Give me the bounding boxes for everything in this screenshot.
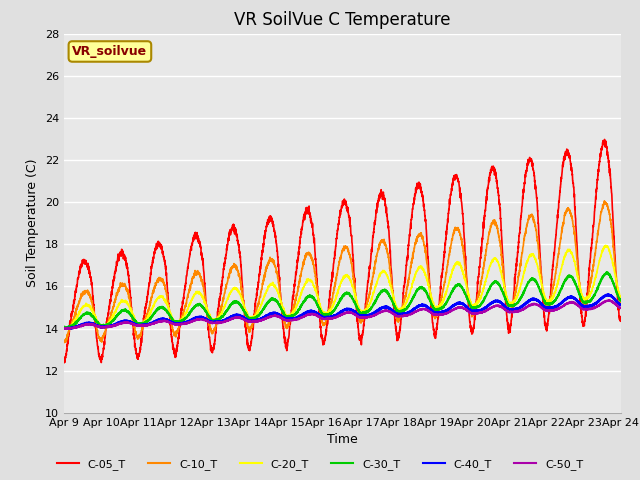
- C-05_T: [180, 296, 188, 301]
- C-05_T: [406, 223, 414, 228]
- C-30_T: [406, 300, 414, 305]
- C-30_T: [617, 298, 625, 303]
- C-05_T: [216, 298, 223, 303]
- Line: C-10_T: C-10_T: [64, 201, 621, 343]
- C-50_T: [406, 311, 414, 317]
- C-30_T: [60, 324, 68, 330]
- C-05_T: [564, 147, 572, 153]
- C-50_T: [606, 297, 614, 303]
- C-40_T: [617, 302, 625, 308]
- C-50_T: [564, 300, 572, 306]
- C-30_T: [617, 298, 625, 303]
- Title: VR SoilVue C Temperature: VR SoilVue C Temperature: [234, 11, 451, 29]
- C-10_T: [564, 207, 572, 213]
- C-10_T: [406, 264, 414, 269]
- C-05_T: [617, 318, 625, 324]
- C-40_T: [564, 295, 572, 300]
- C-20_T: [216, 314, 223, 320]
- C-10_T: [617, 301, 625, 307]
- C-05_T: [617, 318, 625, 324]
- C-40_T: [216, 319, 223, 324]
- C-50_T: [216, 320, 223, 325]
- Line: C-40_T: C-40_T: [64, 295, 621, 328]
- C-10_T: [216, 311, 223, 317]
- C-40_T: [179, 320, 187, 326]
- C-50_T: [60, 325, 68, 331]
- C-30_T: [564, 274, 572, 280]
- C-20_T: [60, 326, 68, 332]
- C-20_T: [617, 294, 625, 300]
- C-40_T: [605, 292, 612, 298]
- C-10_T: [600, 198, 608, 204]
- C-50_T: [179, 321, 187, 327]
- C-05_T: [60, 360, 68, 366]
- C-20_T: [617, 295, 625, 300]
- C-30_T: [397, 308, 404, 313]
- C-40_T: [397, 312, 404, 317]
- C-10_T: [180, 310, 188, 315]
- C-40_T: [60, 325, 68, 331]
- C-50_T: [617, 305, 625, 311]
- C-20_T: [63, 326, 70, 332]
- Line: C-05_T: C-05_T: [64, 139, 621, 363]
- C-40_T: [617, 301, 625, 307]
- C-10_T: [61, 340, 68, 346]
- C-05_T: [60, 357, 68, 362]
- C-10_T: [397, 312, 404, 318]
- C-20_T: [564, 248, 572, 253]
- C-05_T: [601, 136, 609, 142]
- C-20_T: [406, 287, 414, 293]
- C-05_T: [397, 320, 404, 325]
- Line: C-50_T: C-50_T: [64, 300, 621, 328]
- C-30_T: [180, 317, 188, 323]
- Text: VR_soilvue: VR_soilvue: [72, 45, 147, 58]
- Y-axis label: Soil Temperature (C): Soil Temperature (C): [26, 159, 39, 288]
- C-20_T: [180, 315, 188, 321]
- C-30_T: [603, 269, 611, 275]
- C-50_T: [617, 305, 625, 311]
- C-10_T: [617, 300, 625, 306]
- C-20_T: [602, 242, 610, 248]
- C-40_T: [406, 309, 414, 314]
- C-30_T: [60, 325, 68, 331]
- Line: C-30_T: C-30_T: [64, 272, 621, 328]
- C-20_T: [397, 307, 404, 312]
- Legend: C-05_T, C-10_T, C-20_T, C-30_T, C-40_T, C-50_T: C-05_T, C-10_T, C-20_T, C-30_T, C-40_T, …: [52, 455, 588, 474]
- C-50_T: [397, 313, 404, 319]
- C-30_T: [216, 315, 223, 321]
- X-axis label: Time: Time: [327, 433, 358, 446]
- Line: C-20_T: C-20_T: [64, 245, 621, 329]
- C-10_T: [60, 339, 68, 345]
